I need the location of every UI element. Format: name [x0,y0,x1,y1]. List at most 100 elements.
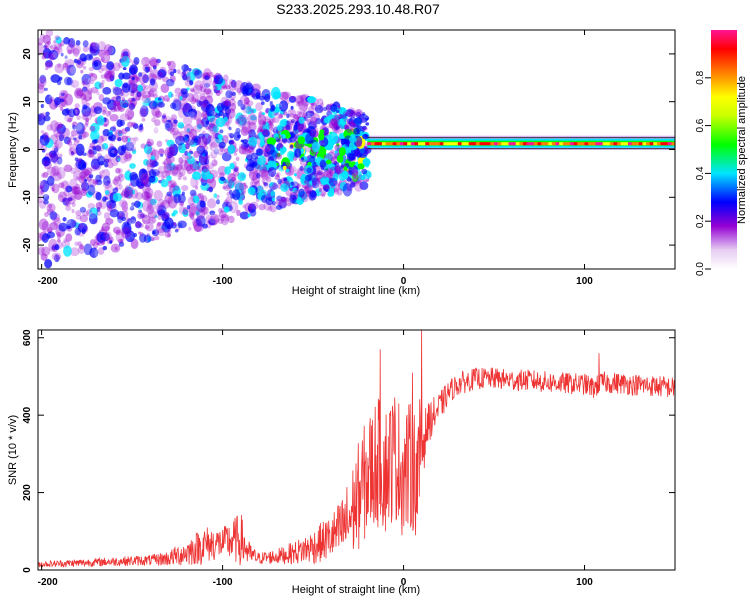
heatmap-cell [115,229,122,236]
heatmap-cell [100,51,111,64]
heatmap-cell [327,139,336,146]
heatmap-cell [157,69,167,78]
heatmap-cell [124,126,131,132]
heatmap-cell [186,164,194,175]
heatmap-cell [188,203,198,216]
heatmap-cell [239,211,250,220]
heatmap-cell [145,140,152,148]
heatmap-cell [155,97,159,101]
carrier-segment [522,142,528,146]
heatmap-cell [177,121,185,129]
heatmap-cell [343,117,349,123]
heatmap-cell [334,164,341,172]
heatmap-cell [82,188,87,194]
heatmap-cell [333,187,340,195]
heatmap-cell [115,231,125,243]
heatmap-cell [334,150,338,154]
heatmap-cell [77,223,84,229]
heatmap-cell [39,184,44,190]
carrier-segment [504,142,510,146]
heatmap-cell [304,180,308,184]
heatmap-cell [140,143,147,149]
heatmap-cell [89,79,95,85]
heatmap-cell [107,162,114,169]
heatmap-cell [81,80,86,86]
heatmap-cell [58,86,66,94]
heatmap-cell [165,122,171,129]
heatmap-cell [251,181,258,187]
spectrogram-y-tick-label: 0 [22,146,33,152]
heatmap-cell [127,102,136,110]
heatmap-cell [53,142,59,148]
snr-x-tick-label: 0 [401,577,407,588]
heatmap-cell [214,197,221,204]
heatmap-cell [261,179,265,183]
heatmap-cell [186,205,191,210]
heatmap-cell [121,99,127,104]
heatmap-cell [38,76,47,87]
heatmap-cell [264,143,275,155]
heatmap-cell [215,89,221,97]
heatmap-cell [248,121,257,132]
heatmap-cell [115,167,121,174]
carrier-segment [653,142,659,146]
heatmap-cell [48,52,56,61]
heatmap-cell [233,152,238,156]
heatmap-cell [277,113,284,119]
heatmap-cell [228,99,237,106]
heatmap-cell [167,180,177,188]
heatmap-cell [45,111,50,116]
heatmap-cell [152,65,157,70]
heatmap-cell [362,112,366,116]
colorbar-tick-label: 0.4 [695,166,706,180]
heatmap-cell [245,154,253,161]
heatmap-cell [38,197,43,204]
heatmap-cell [247,186,256,195]
heatmap-cell [181,128,186,133]
heatmap-cell [103,73,109,79]
heatmap-cell [156,140,163,148]
heatmap-cell [353,117,363,125]
heatmap-cell [242,88,249,97]
heatmap-cell [99,171,103,175]
heatmap-cell [124,151,132,160]
heatmap-cell [241,121,251,134]
carrier-segment [555,142,561,146]
heatmap-cell [52,155,60,165]
heatmap-cell [246,100,254,107]
heatmap-cell [209,210,216,216]
carrier-segment [544,142,550,146]
heatmap-cell [179,159,189,171]
heatmap-cell [242,139,249,144]
heatmap-cell [88,42,98,54]
heatmap-cell [104,123,108,127]
heatmap-cell [177,163,184,169]
heatmap-cell [261,128,269,136]
heatmap-cell [261,112,265,116]
heatmap-cell [89,89,99,101]
heatmap-cell [244,202,253,213]
heatmap-cell [42,171,49,179]
snr-x-label: Height of straight line (km) [292,584,420,596]
heatmap-cell [61,116,68,123]
heatmap-cell [297,136,306,145]
heatmap-cell [336,187,343,196]
heatmap-cell [346,118,354,125]
heatmap-cell [117,136,122,142]
heatmap-cell [248,130,253,134]
heatmap-cell [39,180,46,189]
heatmap-cell [58,222,68,232]
heatmap-cell [100,74,106,79]
heatmap-cell [196,160,200,164]
heatmap-cell [38,62,42,66]
heatmap-cell [41,156,51,167]
heatmap-cell [106,204,113,212]
heatmap-cell [38,64,44,76]
heatmap-cell [278,196,288,208]
heatmap-cell [96,91,100,96]
heatmap-cell [261,169,270,181]
heatmap-cell [71,209,75,214]
carrier-segment [541,142,547,146]
heatmap-cell [63,93,74,106]
snr-y-tick-label: 0 [22,567,33,573]
